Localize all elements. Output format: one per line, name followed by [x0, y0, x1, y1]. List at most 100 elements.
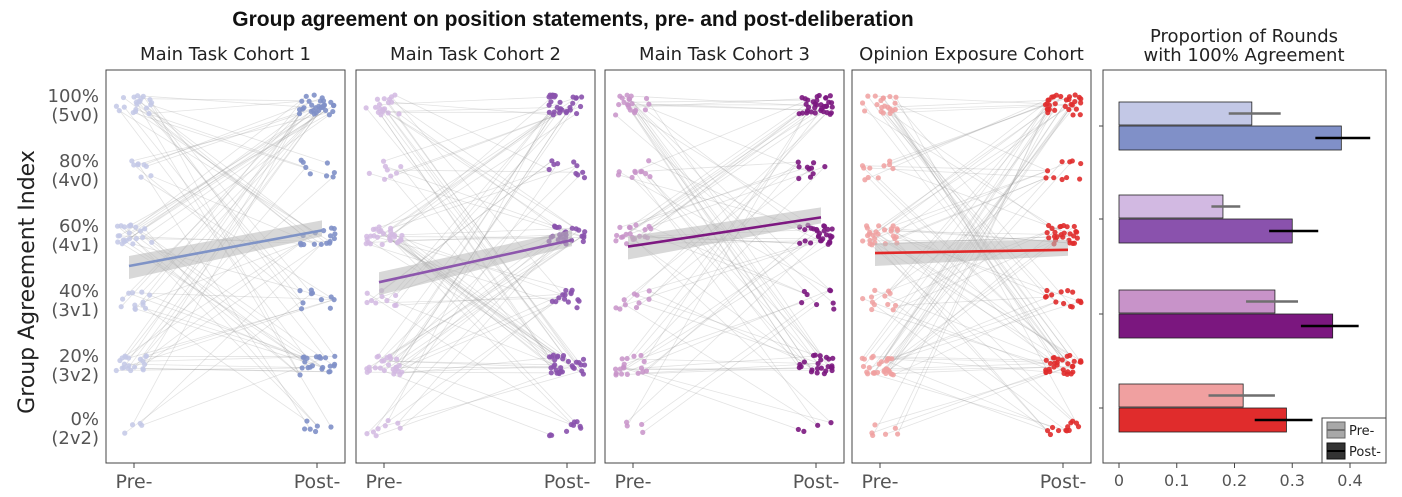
pair-line — [370, 97, 577, 237]
pre-point — [621, 297, 627, 303]
pre-point — [385, 417, 391, 424]
pre-point — [386, 96, 393, 102]
post-point — [317, 354, 323, 360]
pair-line — [121, 101, 310, 359]
post-point — [804, 164, 810, 170]
pair-line — [143, 97, 323, 166]
post-point — [812, 110, 818, 116]
post-point — [815, 422, 821, 428]
pre-point — [374, 354, 380, 360]
pair-line — [640, 171, 819, 364]
post-point — [815, 361, 821, 367]
legend-label-pre: Pre- — [1349, 424, 1375, 439]
post-point — [579, 233, 585, 239]
pair-line — [872, 96, 1054, 236]
pair-line — [150, 104, 328, 164]
pre-point — [870, 353, 876, 359]
post-point — [1042, 102, 1049, 108]
pre-point — [381, 367, 387, 374]
pair-line — [398, 97, 577, 366]
post-point — [575, 297, 581, 303]
pre-point — [364, 236, 370, 242]
pair-line — [890, 365, 1073, 375]
post-point — [818, 357, 824, 363]
post-point — [1069, 158, 1075, 164]
pair-line — [891, 230, 1062, 236]
pair-line — [377, 99, 582, 366]
post-point — [558, 365, 564, 371]
post-point — [827, 93, 833, 99]
pair-line — [132, 108, 303, 425]
pair-line — [123, 107, 305, 368]
post-point — [818, 365, 824, 371]
pre-point — [142, 226, 148, 232]
post-point — [1068, 371, 1074, 377]
post-point — [796, 175, 802, 182]
post-point — [330, 108, 336, 115]
post-point — [551, 223, 558, 229]
pair-line — [636, 294, 816, 356]
pre-point — [146, 292, 153, 298]
panel-1: Main Task Cohort 1 Pre- Post- — [105, 44, 346, 493]
post-point — [830, 355, 836, 361]
post-point — [801, 359, 807, 365]
pair-line — [873, 103, 1056, 374]
pair-line — [883, 97, 1082, 363]
pre-point — [118, 304, 124, 310]
bar-group — [1099, 101, 1371, 151]
pre-point — [624, 355, 630, 362]
pre-point — [372, 104, 379, 110]
pre-point — [131, 162, 137, 168]
post-point — [307, 364, 313, 370]
pre-point — [885, 288, 892, 294]
post-point — [1051, 175, 1057, 181]
y-tick-label-score: (4v1) — [51, 235, 99, 256]
post-point — [1044, 230, 1050, 236]
pair-line — [872, 104, 1072, 374]
pre-point — [148, 102, 154, 108]
post-point — [331, 363, 337, 369]
pair-line — [887, 98, 1069, 108]
pre-point — [393, 356, 400, 362]
post-point — [311, 241, 317, 247]
pre-point — [137, 420, 143, 427]
pair-line — [869, 167, 1054, 179]
y-tick-label-pct: 60% — [59, 216, 99, 237]
pair-line — [621, 289, 830, 375]
pre-point — [878, 359, 885, 365]
bar-post — [1118, 125, 1342, 151]
trend-line — [627, 216, 822, 248]
pair-line — [867, 95, 1063, 361]
bar-group — [1099, 383, 1313, 433]
post-point — [327, 233, 334, 239]
post-point — [795, 426, 801, 433]
post-point — [311, 92, 317, 98]
post-point — [1065, 424, 1071, 430]
pair-line — [142, 110, 326, 238]
post-point — [1075, 298, 1081, 304]
pair-line — [649, 290, 818, 369]
post-point — [548, 370, 554, 376]
pair-line — [641, 355, 821, 369]
pre-point — [131, 364, 138, 370]
pre-point — [860, 295, 866, 302]
post-point — [830, 300, 836, 306]
pre-point — [648, 226, 654, 232]
pair-line — [895, 296, 1046, 306]
post-point — [828, 110, 834, 116]
post-point — [318, 241, 324, 247]
pre-point — [381, 358, 387, 364]
post-point — [1064, 428, 1070, 434]
post-point — [1043, 293, 1049, 300]
pre-point — [364, 290, 370, 296]
post-point — [313, 105, 319, 111]
pair-line — [399, 229, 579, 375]
bar-group — [1099, 289, 1359, 339]
pre-point — [148, 173, 154, 179]
post-point — [1070, 112, 1076, 118]
pair-line — [146, 308, 302, 357]
pair-line — [624, 302, 802, 365]
post-point — [565, 299, 571, 305]
pre-point — [387, 235, 393, 242]
pre-point — [381, 176, 388, 182]
